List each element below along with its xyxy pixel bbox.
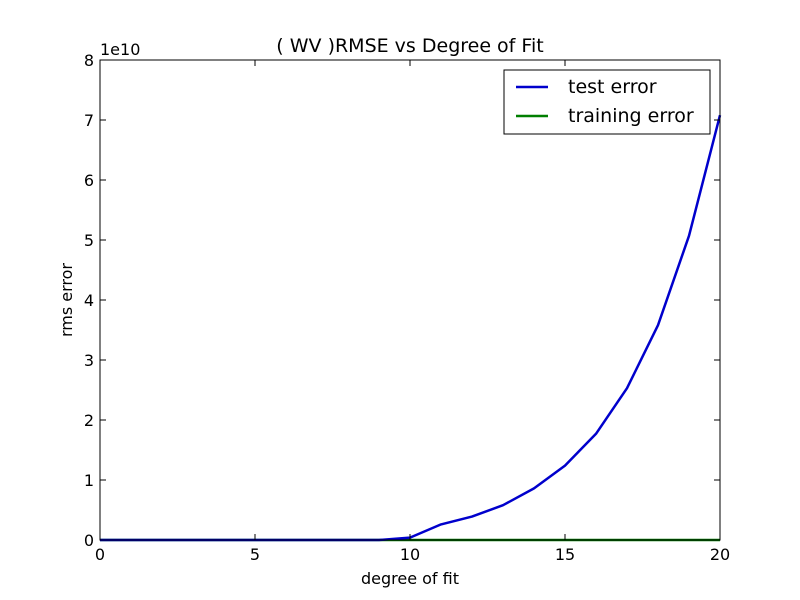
chart-title: ( WV )RMSE vs Degree of Fit xyxy=(276,35,543,57)
y-tick-label: 4 xyxy=(84,291,94,310)
y-tick-label: 0 xyxy=(84,531,94,550)
y-tick-label: 8 xyxy=(84,51,94,70)
y-axis-ticks: 0 1 2 3 4 5 6 7 8 xyxy=(84,51,720,550)
plot-area xyxy=(100,60,720,540)
y-tick-label: 2 xyxy=(84,411,94,430)
x-tick-label: 20 xyxy=(710,545,730,564)
y-tick-label: 6 xyxy=(84,171,94,190)
y-tick-label: 5 xyxy=(84,231,94,250)
y-axis-label: rms error xyxy=(57,263,76,337)
legend: test error training error xyxy=(503,69,711,135)
legend-label-training-error: training error xyxy=(568,105,694,127)
y-axis-offset-label: 1e10 xyxy=(100,40,140,59)
y-tick-label: 3 xyxy=(84,351,94,370)
x-tick-label: 15 xyxy=(555,545,575,564)
x-tick-label: 5 xyxy=(250,545,260,564)
y-tick-label: 1 xyxy=(84,471,94,490)
legend-box xyxy=(503,69,711,135)
legend-label-test-error: test error xyxy=(568,76,657,98)
x-tick-label: 0 xyxy=(95,545,105,564)
x-axis-label: degree of fit xyxy=(361,569,459,588)
x-tick-label: 10 xyxy=(400,545,420,564)
y-tick-label: 7 xyxy=(84,111,94,130)
x-axis-ticks: 0 5 10 15 20 xyxy=(95,60,730,564)
